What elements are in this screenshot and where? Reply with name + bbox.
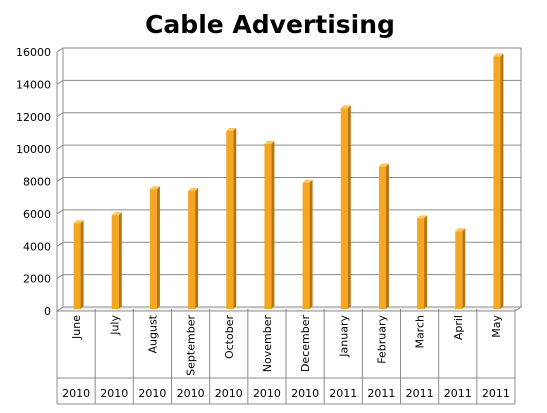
x-category-label: November <box>261 315 274 373</box>
bar-side <box>118 212 122 309</box>
bar <box>188 187 199 309</box>
bar-side <box>385 163 389 309</box>
bar-side <box>500 53 504 309</box>
bar-front <box>378 166 386 309</box>
axes <box>55 48 523 312</box>
y-tick-label: 10000 <box>16 143 51 156</box>
bar-side <box>424 215 428 309</box>
x-year-label: 2011 <box>367 387 395 400</box>
bar-front <box>340 108 348 310</box>
x-year-label: 2011 <box>406 387 434 400</box>
gridlines <box>56 47 521 312</box>
gridline <box>56 112 521 118</box>
x-year-label: 2010 <box>253 387 281 400</box>
x-year-label: 2010 <box>138 387 166 400</box>
bar <box>226 127 237 309</box>
y-axis-tick-labels: 0 2000 4000 6000 8000 10000 12000 14000 16000 <box>16 46 51 318</box>
bar-top <box>340 105 351 109</box>
bar-top <box>455 228 466 232</box>
bar <box>302 179 313 309</box>
bar-side <box>462 228 466 309</box>
gridline <box>56 209 521 215</box>
bar-top <box>226 127 237 131</box>
gridline <box>56 241 521 247</box>
bar-front <box>264 143 272 309</box>
gridline <box>56 47 521 53</box>
category-table: June 2010 July 2010 August 2010 September 2010 O… <box>56 309 516 405</box>
y-tick-label: 8000 <box>23 176 51 189</box>
bar-front <box>493 56 501 309</box>
x-year-label: 2011 <box>329 387 357 400</box>
table-grid <box>56 309 516 405</box>
bar <box>111 212 122 309</box>
x-category-label: June <box>70 315 83 340</box>
x-category-label: October <box>223 315 236 359</box>
bar-top <box>493 53 504 57</box>
bar <box>417 215 428 309</box>
gridline <box>56 177 521 182</box>
x-year-label: 2010 <box>291 387 319 400</box>
y-tick-label: 0 <box>44 305 51 318</box>
bar-side <box>156 186 160 309</box>
bar <box>455 228 466 309</box>
bar-side <box>195 187 199 309</box>
bar-side <box>271 140 275 309</box>
bars <box>73 53 504 310</box>
bar-top <box>302 179 313 183</box>
bar-top <box>73 220 84 224</box>
bar <box>378 163 389 309</box>
x-category-label: July <box>108 315 121 336</box>
x-category-label: April <box>452 315 465 340</box>
bar-front <box>149 189 157 309</box>
bar-top <box>149 186 160 190</box>
y-tick-label: 12000 <box>16 111 51 124</box>
x-year-label: 2010 <box>177 387 205 400</box>
x-year-label: 2011 <box>482 387 510 400</box>
bar-top <box>111 212 122 216</box>
bar <box>73 220 84 309</box>
gridline <box>56 144 521 150</box>
y-tick-label: 2000 <box>23 273 51 286</box>
bar-side <box>233 127 237 309</box>
bar-front <box>302 182 310 309</box>
bar <box>493 53 504 309</box>
bar-side <box>347 105 351 310</box>
bar <box>340 105 351 310</box>
gridline <box>56 79 521 85</box>
bar-front <box>417 218 425 309</box>
x-category-label: September <box>185 315 198 376</box>
bar-side <box>309 179 313 309</box>
bar-front <box>111 215 119 309</box>
y-tick-label: 14000 <box>16 78 51 91</box>
x-category-label: March <box>414 315 427 349</box>
bar-front <box>188 190 196 309</box>
bar-front <box>455 231 463 309</box>
x-category-label: August <box>146 314 159 353</box>
gridline <box>56 274 521 280</box>
x-category-label: January <box>337 315 350 358</box>
bar-top <box>264 140 275 144</box>
y-tick-label: 4000 <box>23 240 51 253</box>
bar-top <box>378 163 389 167</box>
bar-top <box>188 187 199 191</box>
y-tick-label: 6000 <box>23 208 51 221</box>
x-category-label: May <box>490 315 503 338</box>
x-category-label: December <box>299 315 312 373</box>
x-year-label: 2010 <box>100 387 128 400</box>
bar-front <box>226 130 234 309</box>
y-tick-label: 16000 <box>16 46 51 59</box>
bar-side <box>80 220 84 309</box>
bar <box>264 140 275 309</box>
x-year-label: 2010 <box>215 387 243 400</box>
bar <box>149 186 160 309</box>
bar-front <box>73 223 81 309</box>
chart-floor <box>55 306 523 312</box>
chart-title: Cable Advertising <box>145 10 395 39</box>
x-year-label: 2010 <box>62 387 90 400</box>
x-year-label: 2011 <box>444 387 472 400</box>
x-category-label: February <box>375 315 388 364</box>
bar-top <box>417 215 428 219</box>
